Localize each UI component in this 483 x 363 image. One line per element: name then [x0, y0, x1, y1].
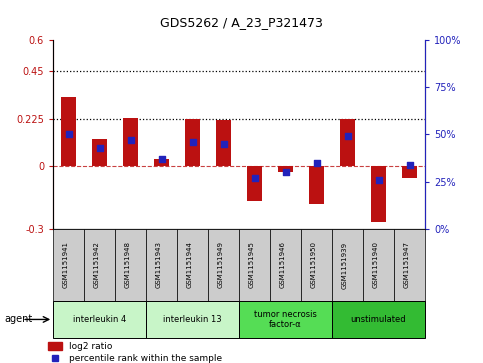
- Bar: [208, 229, 239, 301]
- Text: agent: agent: [5, 314, 33, 325]
- Text: tumor necrosis
factor-α: tumor necrosis factor-α: [254, 310, 317, 329]
- Point: [127, 137, 134, 143]
- Bar: [53, 229, 84, 301]
- Point: [375, 177, 383, 183]
- Bar: [278, 166, 293, 172]
- Text: GSM1151940: GSM1151940: [372, 241, 379, 289]
- Bar: [146, 301, 239, 338]
- Bar: [332, 229, 363, 301]
- Bar: [340, 119, 355, 166]
- Bar: [309, 166, 324, 204]
- Point: [251, 175, 258, 181]
- Point: [158, 156, 166, 162]
- Point: [189, 139, 197, 145]
- Bar: [216, 120, 231, 166]
- Text: GSM1151948: GSM1151948: [125, 241, 130, 289]
- Bar: [185, 119, 200, 166]
- Bar: [402, 166, 417, 178]
- Bar: [92, 139, 107, 166]
- Point: [96, 144, 103, 150]
- Bar: [301, 229, 332, 301]
- Text: interleukin 13: interleukin 13: [163, 315, 222, 324]
- Text: GDS5262 / A_23_P321473: GDS5262 / A_23_P321473: [160, 16, 323, 29]
- Bar: [371, 166, 386, 223]
- Point: [65, 131, 72, 137]
- Legend: log2 ratio, percentile rank within the sample: log2 ratio, percentile rank within the s…: [48, 342, 222, 363]
- Bar: [154, 159, 170, 166]
- Point: [282, 169, 289, 175]
- Point: [344, 133, 352, 139]
- Bar: [84, 229, 115, 301]
- Text: GSM1151945: GSM1151945: [249, 241, 255, 289]
- Point: [313, 160, 320, 166]
- Text: GSM1151944: GSM1151944: [186, 241, 193, 289]
- Bar: [53, 301, 146, 338]
- Text: interleukin 4: interleukin 4: [73, 315, 126, 324]
- Bar: [363, 229, 394, 301]
- Text: GSM1151941: GSM1151941: [63, 241, 69, 289]
- Bar: [115, 229, 146, 301]
- Text: GSM1151943: GSM1151943: [156, 241, 162, 289]
- Bar: [177, 229, 208, 301]
- Text: GSM1151942: GSM1151942: [94, 241, 99, 289]
- Text: GSM1151949: GSM1151949: [217, 241, 224, 289]
- Text: GSM1151939: GSM1151939: [341, 241, 348, 289]
- Bar: [247, 166, 262, 201]
- Text: GSM1151947: GSM1151947: [403, 241, 410, 289]
- Text: GSM1151950: GSM1151950: [311, 241, 316, 289]
- Bar: [270, 229, 301, 301]
- Point: [220, 141, 227, 147]
- Bar: [239, 229, 270, 301]
- Point: [406, 162, 413, 167]
- Text: unstimulated: unstimulated: [351, 315, 406, 324]
- Bar: [332, 301, 425, 338]
- Bar: [394, 229, 425, 301]
- Bar: [123, 118, 138, 166]
- Bar: [146, 229, 177, 301]
- Bar: [61, 97, 76, 166]
- Text: GSM1151946: GSM1151946: [280, 241, 285, 289]
- Bar: [239, 301, 332, 338]
